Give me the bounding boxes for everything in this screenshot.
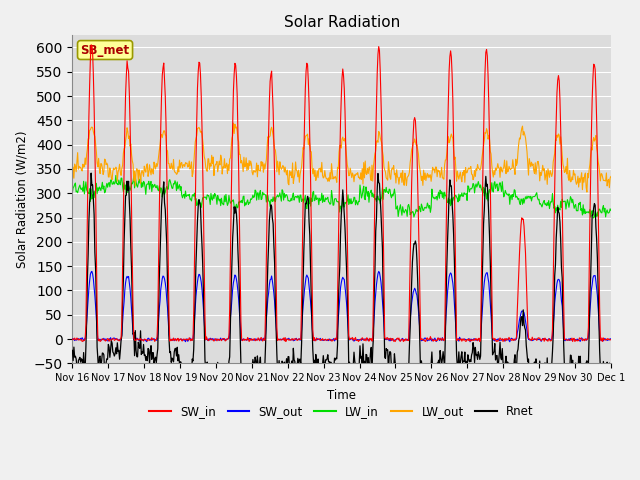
Legend: SW_in, SW_out, LW_in, LW_out, Rnet: SW_in, SW_out, LW_in, LW_out, Rnet bbox=[145, 401, 538, 423]
Title: Solar Radiation: Solar Radiation bbox=[284, 15, 400, 30]
Text: SB_met: SB_met bbox=[81, 44, 130, 57]
Y-axis label: Solar Radiation (W/m2): Solar Radiation (W/m2) bbox=[15, 131, 28, 268]
X-axis label: Time: Time bbox=[327, 389, 356, 402]
